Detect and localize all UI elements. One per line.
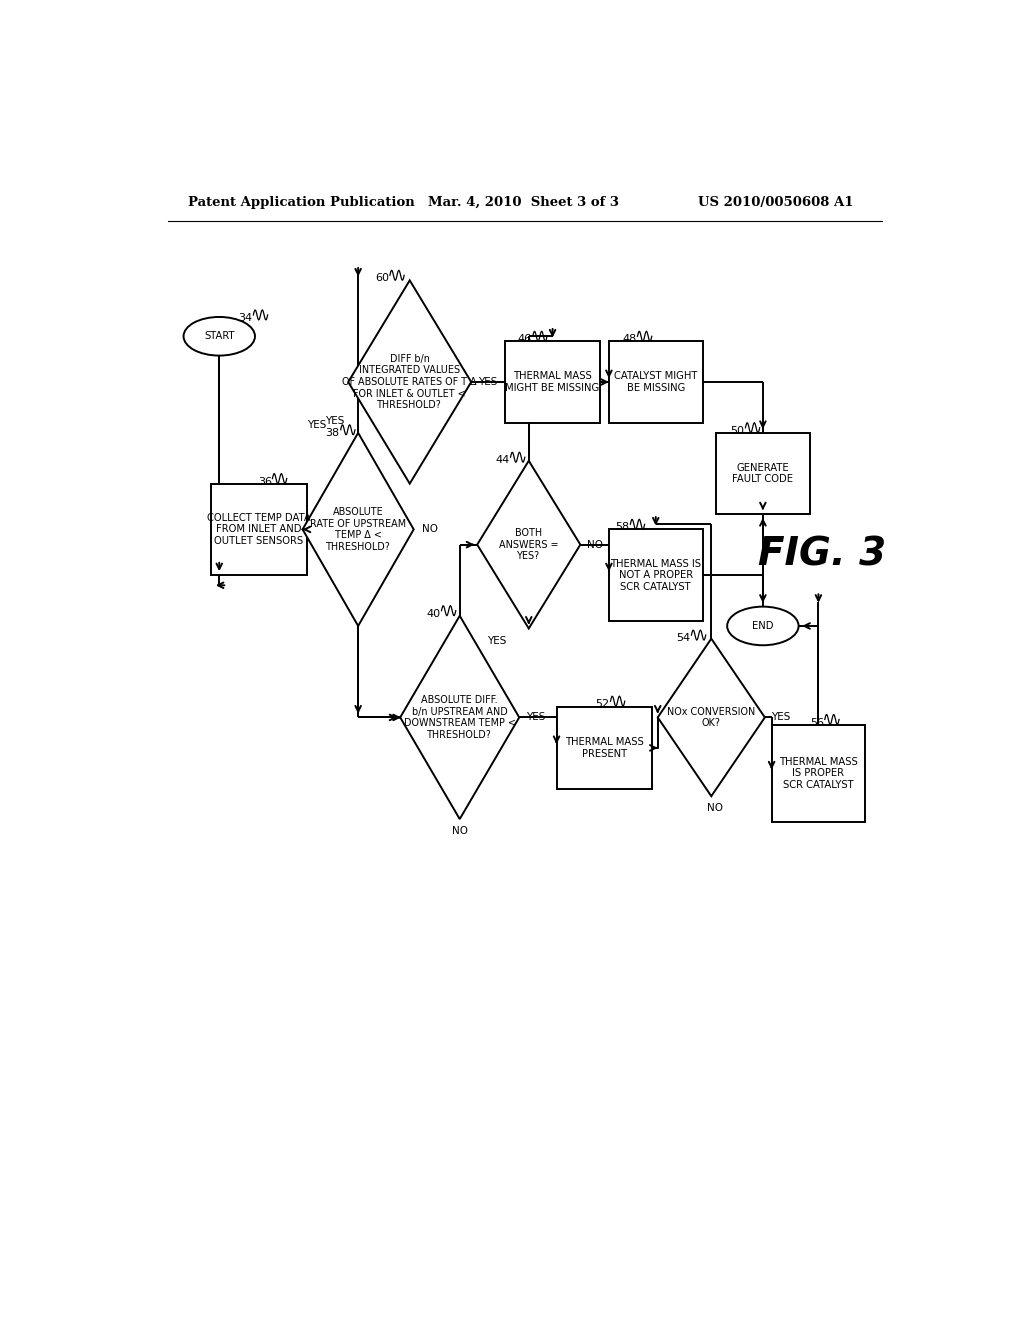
Bar	[557, 708, 652, 788]
Text: THERMAL MASS
IS PROPER
SCR CATALYST: THERMAL MASS IS PROPER SCR CATALYST	[779, 756, 858, 789]
Text: YES: YES	[771, 713, 791, 722]
Text: 40: 40	[426, 609, 440, 619]
Ellipse shape	[183, 317, 255, 355]
Bar	[211, 483, 306, 576]
Text: START: START	[204, 331, 234, 342]
Text: NO: NO	[452, 826, 468, 837]
Polygon shape	[303, 433, 414, 626]
Text: 54: 54	[677, 634, 690, 643]
Text: 38: 38	[326, 428, 340, 438]
Polygon shape	[657, 639, 765, 796]
Text: NOx CONVERSION
OK?: NOx CONVERSION OK?	[668, 706, 756, 729]
Text: NO: NO	[422, 524, 437, 535]
Text: 44: 44	[496, 455, 510, 465]
Text: 34: 34	[239, 313, 253, 323]
Text: Mar. 4, 2010  Sheet 3 of 3: Mar. 4, 2010 Sheet 3 of 3	[428, 195, 618, 209]
Text: GENERATE
FAULT CODE: GENERATE FAULT CODE	[732, 463, 794, 484]
Polygon shape	[477, 461, 581, 628]
Text: FIG. 3: FIG. 3	[759, 536, 887, 574]
Bar	[505, 342, 600, 422]
Text: 58: 58	[615, 523, 630, 532]
Text: 48: 48	[623, 334, 637, 345]
Text: 52: 52	[596, 700, 609, 709]
Text: 56: 56	[810, 718, 824, 727]
Text: THERMAL MASS
PRESENT: THERMAL MASS PRESENT	[565, 737, 643, 759]
Text: 60: 60	[375, 273, 389, 284]
Text: NO: NO	[587, 540, 603, 549]
Polygon shape	[400, 615, 519, 818]
Ellipse shape	[727, 607, 799, 645]
Text: ABSOLUTE DIFF.
b/n UPSTREAM AND
DOWNSTREAM TEMP <
THRESHOLD?: ABSOLUTE DIFF. b/n UPSTREAM AND DOWNSTRE…	[403, 696, 516, 739]
Text: 36: 36	[258, 477, 272, 487]
Text: THERMAL MASS IS
NOT A PROPER
SCR CATALYST: THERMAL MASS IS NOT A PROPER SCR CATALYS…	[610, 558, 701, 591]
Text: END: END	[753, 620, 773, 631]
Text: US 2010/0050608 A1: US 2010/0050608 A1	[697, 195, 853, 209]
Bar	[716, 433, 810, 515]
Text: DIFF b/n
INTEGRATED VALUES
OF ABSOLUTE RATES OF T Δ
FOR INLET & OUTLET <
THRESHO: DIFF b/n INTEGRATED VALUES OF ABSOLUTE R…	[342, 354, 477, 411]
Text: YES: YES	[525, 713, 545, 722]
Text: CATALYST MIGHT
BE MISSING: CATALYST MIGHT BE MISSING	[614, 371, 697, 393]
Text: NO: NO	[708, 804, 723, 813]
Bar	[772, 725, 865, 821]
Polygon shape	[348, 280, 471, 483]
Bar	[609, 529, 702, 620]
Text: BOTH
ANSWERS =
YES?: BOTH ANSWERS = YES?	[499, 528, 558, 561]
Text: YES: YES	[307, 420, 327, 430]
Text: ABSOLUTE
RATE OF UPSTREAM
TEMP Δ <
THRESHOLD?: ABSOLUTE RATE OF UPSTREAM TEMP Δ < THRES…	[310, 507, 407, 552]
Text: 50: 50	[730, 426, 744, 436]
Text: YES: YES	[477, 378, 497, 387]
Text: YES: YES	[487, 636, 507, 645]
Text: THERMAL MASS
MIGHT BE MISSING: THERMAL MASS MIGHT BE MISSING	[506, 371, 600, 393]
Text: COLLECT TEMP DATA
FROM INLET AND
OUTLET SENSORS: COLLECT TEMP DATA FROM INLET AND OUTLET …	[207, 512, 311, 546]
Bar	[609, 342, 702, 422]
Text: 46: 46	[518, 334, 531, 345]
Text: YES: YES	[325, 416, 344, 425]
Text: Patent Application Publication: Patent Application Publication	[187, 195, 415, 209]
